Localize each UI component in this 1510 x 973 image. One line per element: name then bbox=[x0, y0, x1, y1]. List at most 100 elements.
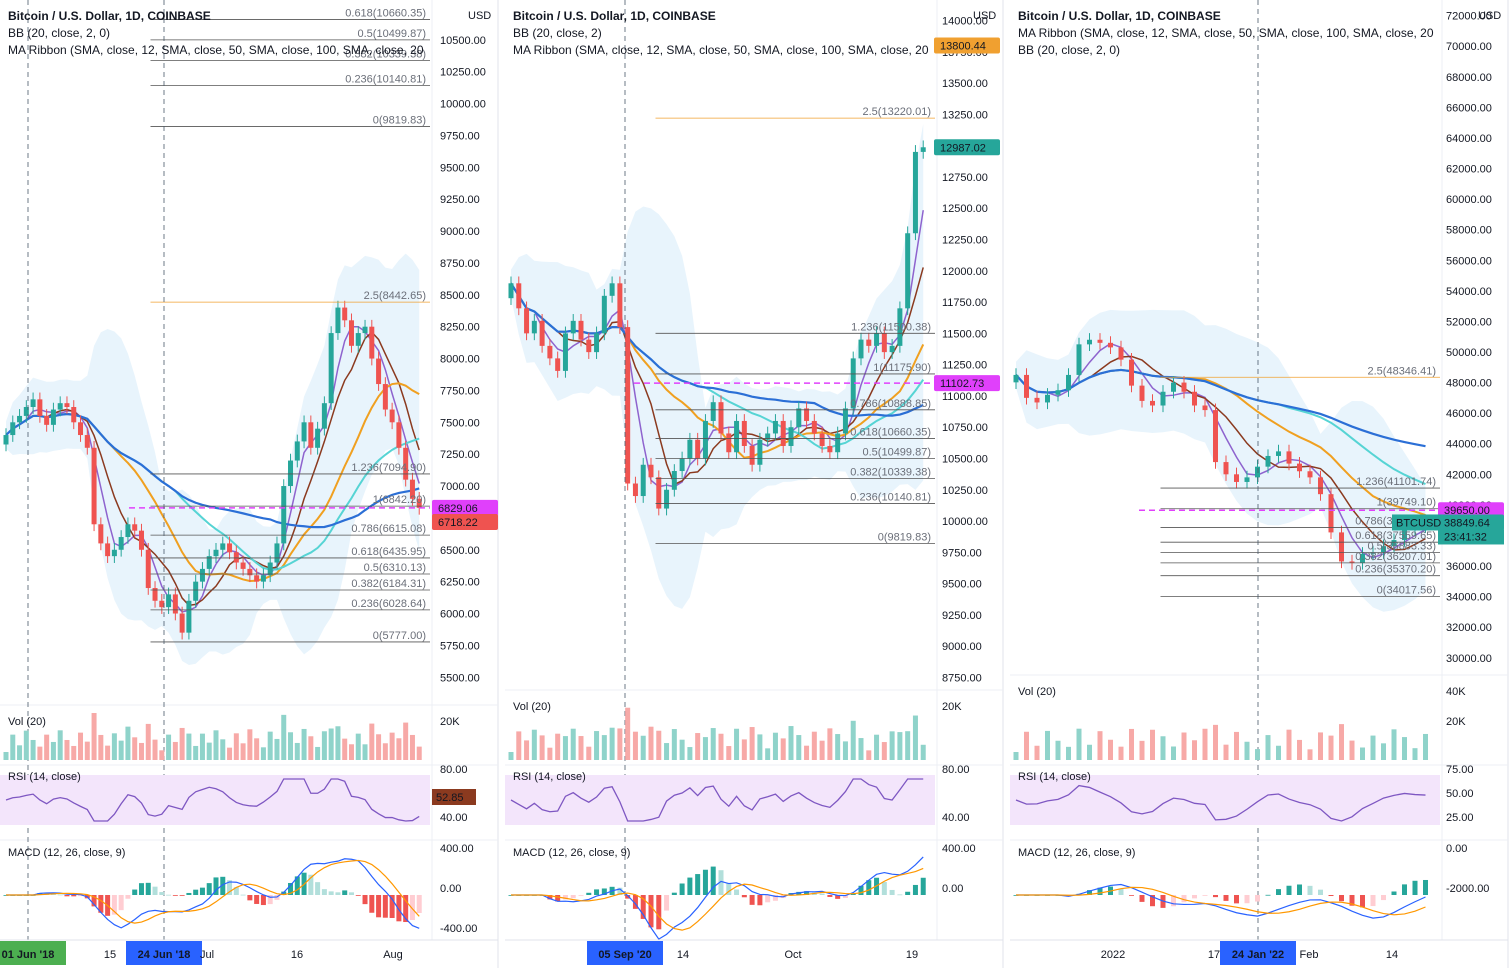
candle bbox=[516, 283, 522, 309]
candle bbox=[897, 308, 903, 346]
price-axis-label: 34000.00 bbox=[1446, 592, 1492, 604]
price-axis-label: 68000.00 bbox=[1446, 72, 1492, 84]
volume-bar bbox=[64, 739, 70, 760]
macd-histogram-bar bbox=[227, 880, 233, 895]
macd-label: MACD (12, 26, close, 9) bbox=[513, 847, 630, 859]
price-axis-label: 8000.00 bbox=[440, 354, 480, 366]
candle bbox=[1076, 344, 1082, 375]
fib-level-label: 1.236(11500.38) bbox=[851, 321, 931, 333]
volume-bar bbox=[382, 743, 388, 760]
macd-line bbox=[1016, 883, 1426, 919]
macd-histogram-bar bbox=[1213, 895, 1218, 898]
price-axis-label: 30000.00 bbox=[1446, 653, 1492, 665]
macd-histogram-bar bbox=[348, 892, 354, 895]
macd-histogram-bar bbox=[842, 895, 848, 898]
volume-bar bbox=[321, 731, 327, 760]
candle bbox=[562, 333, 568, 371]
volume-bar bbox=[1234, 731, 1239, 760]
indicator-legend: BB (20, close, 2, 0) bbox=[1018, 43, 1120, 57]
price-axis-label: 58000.00 bbox=[1446, 225, 1492, 237]
candle bbox=[1034, 397, 1040, 403]
volume-bar bbox=[1223, 744, 1229, 760]
candle bbox=[260, 575, 266, 582]
price-tag bbox=[432, 513, 498, 530]
macd-histogram-bar bbox=[111, 895, 117, 915]
volume-bar bbox=[220, 739, 226, 760]
macd-histogram-bar bbox=[1391, 891, 1397, 895]
volume-bar bbox=[152, 739, 158, 760]
price-tag-label: 11102.73 bbox=[940, 378, 984, 390]
price-axis-label: 7000.00 bbox=[440, 481, 480, 493]
time-axis-label: 2022 bbox=[1101, 949, 1125, 961]
volume-bar bbox=[78, 732, 84, 760]
candle bbox=[1045, 394, 1050, 403]
candle bbox=[1244, 477, 1250, 482]
volume-bar bbox=[586, 746, 592, 760]
candle bbox=[1265, 455, 1271, 467]
volume-bar bbox=[294, 742, 300, 760]
macd-histogram-bar bbox=[1276, 889, 1281, 895]
candle bbox=[850, 358, 856, 409]
volume-bar bbox=[508, 752, 514, 760]
price-axis-label: 9250.00 bbox=[440, 194, 480, 206]
volume-bar bbox=[172, 741, 178, 760]
symbol-tag-label: BTCUSD bbox=[1396, 517, 1441, 529]
candle bbox=[321, 403, 327, 429]
candle bbox=[835, 433, 841, 453]
time-axis-label: 24 Jun '18 bbox=[138, 949, 191, 961]
volume-bar bbox=[1013, 752, 1019, 760]
macd-histogram-bar bbox=[1339, 895, 1344, 902]
volume-bar bbox=[111, 733, 117, 760]
macd-axis-label: 0.00 bbox=[440, 883, 461, 895]
candle bbox=[409, 479, 415, 499]
volume-bar bbox=[193, 745, 199, 760]
volume-bar bbox=[835, 734, 841, 760]
volume-bar bbox=[524, 740, 530, 760]
volume-bar bbox=[804, 745, 810, 760]
candle bbox=[247, 568, 253, 576]
candle bbox=[734, 420, 740, 453]
volume-bar bbox=[105, 745, 111, 760]
rsi-band bbox=[505, 775, 935, 825]
candle bbox=[671, 471, 677, 490]
price-tag bbox=[1438, 514, 1504, 531]
chart-title: Bitcoin / U.S. Dollar, 1D, COINBASE bbox=[1018, 9, 1221, 23]
macd-histogram-bar bbox=[1423, 879, 1428, 895]
price-axis-label: 52000.00 bbox=[1446, 316, 1492, 328]
candle bbox=[403, 447, 409, 480]
indicator-legend: BB (20, close, 2, 0) bbox=[8, 26, 110, 40]
volume-bar bbox=[710, 728, 716, 760]
macd-histogram-bar bbox=[1286, 885, 1292, 895]
fib-level-label: 0.382(6184.31) bbox=[351, 578, 426, 590]
price-axis-label: 8500.00 bbox=[440, 290, 480, 302]
macd-label: MACD (12, 26, close, 9) bbox=[1018, 847, 1135, 859]
price-axis-label: 56000.00 bbox=[1446, 255, 1492, 267]
macd-histogram-bar bbox=[220, 876, 226, 895]
macd-histogram-bar bbox=[125, 895, 131, 899]
macd-histogram-bar bbox=[881, 881, 887, 895]
candle bbox=[233, 552, 239, 563]
volume-bar bbox=[531, 729, 537, 760]
macd-histogram-bar bbox=[765, 895, 771, 903]
volume-bar bbox=[267, 731, 273, 760]
candle bbox=[695, 439, 701, 459]
time-axis-label: 14 bbox=[1386, 949, 1398, 961]
macd-histogram-bar bbox=[804, 891, 810, 895]
candle bbox=[912, 151, 918, 234]
volume-bar bbox=[1339, 724, 1344, 760]
fib-level-label: 0.236(35370.20) bbox=[1355, 564, 1436, 576]
macd-histogram-bar bbox=[1360, 895, 1365, 908]
candle bbox=[905, 233, 911, 309]
macd-histogram-bar bbox=[267, 895, 273, 905]
candle bbox=[1318, 477, 1323, 495]
candle bbox=[858, 339, 864, 359]
price-axis-label: 10000.00 bbox=[942, 516, 988, 528]
volume-bar bbox=[179, 727, 185, 760]
macd-histogram-bar bbox=[342, 890, 348, 895]
volume-bar bbox=[166, 734, 172, 760]
panel-3: 2.5(48346.41) 1.236(41101.74) 1(39749.10) 0… bbox=[1010, 0, 1509, 968]
volume-bar bbox=[84, 741, 90, 760]
bollinger-band bbox=[511, 123, 924, 609]
volume-bar bbox=[819, 740, 825, 760]
